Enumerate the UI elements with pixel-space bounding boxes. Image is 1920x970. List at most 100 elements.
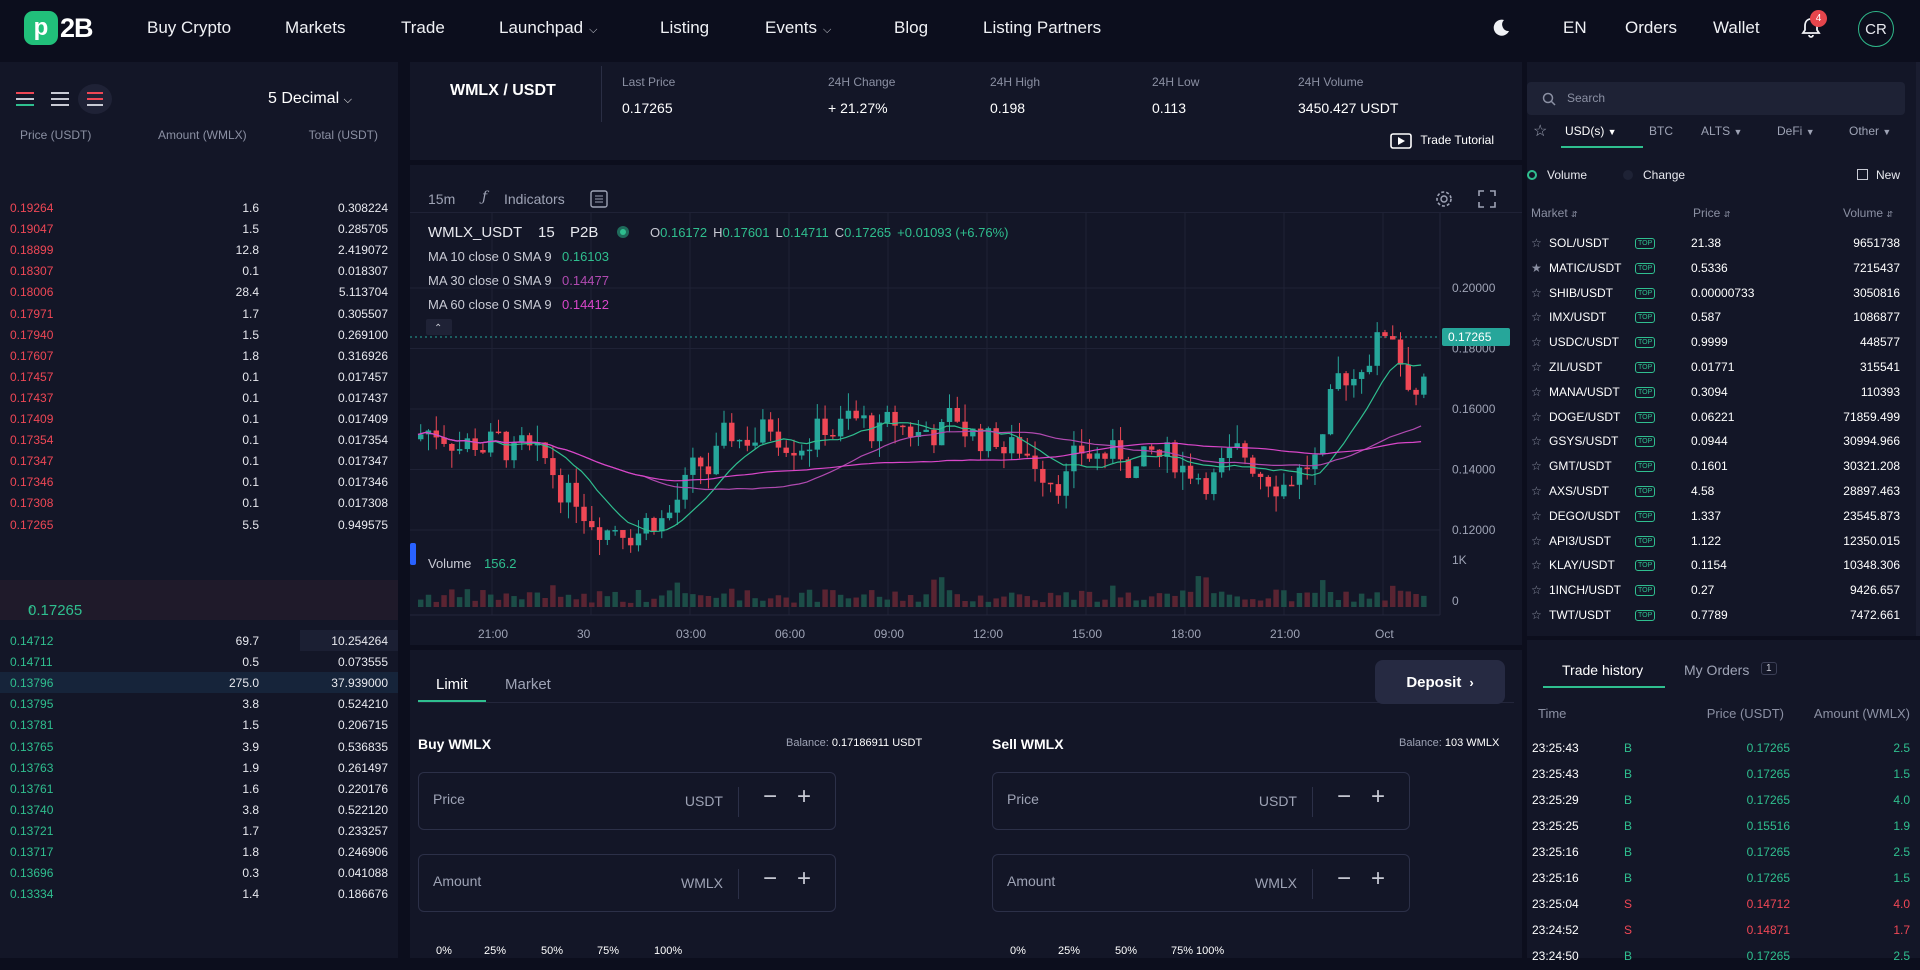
ask-row[interactable]: 0.17354 0.1 0.017354 [0, 429, 398, 450]
category-defi[interactable]: DeFi ▼ [1777, 124, 1815, 138]
ask-row[interactable]: 0.17409 0.1 0.017409 [0, 408, 398, 429]
tab-market[interactable]: Market [505, 676, 551, 693]
nav-events[interactable]: Events ⌵ [765, 18, 831, 38]
market-row[interactable]: ☆ API3/USDT TOP 1.122 12350.015 [1527, 529, 1920, 554]
bid-row[interactable]: 0.13761 1.6 0.220176 [0, 778, 398, 799]
category-alts[interactable]: ALTS ▼ [1701, 124, 1742, 138]
ask-row[interactable]: 0.18899 12.8 2.419072 [0, 239, 398, 260]
star-outline-icon[interactable]: ☆ [1531, 459, 1542, 474]
market-search-input[interactable]: Search [1527, 82, 1905, 115]
plus-icon[interactable]: + [1370, 865, 1385, 892]
bid-row[interactable]: 0.13740 3.8 0.522120 [0, 799, 398, 820]
market-row[interactable]: ☆ ZIL/USDT TOP 0.01771 315541 [1527, 355, 1920, 380]
ask-row[interactable]: 0.17265 5.5 0.949575 [0, 514, 398, 535]
market-row[interactable]: ☆ IMX/USDT TOP 0.587 1086877 [1527, 305, 1920, 330]
ask-row[interactable]: 0.19047 1.5 0.285705 [0, 218, 398, 239]
buy-pct-75[interactable]: 75% [597, 945, 620, 957]
ask-row[interactable]: 0.19264 1.6 0.308224 [0, 197, 398, 218]
star-outline-icon[interactable]: ☆ [1531, 384, 1542, 399]
star-outline-icon[interactable]: ☆ [1531, 335, 1542, 350]
sort-volume-radio[interactable]: Volume [1527, 168, 1587, 182]
star-outline-icon[interactable]: ☆ [1531, 508, 1542, 523]
plus-icon[interactable]: + [1370, 783, 1385, 810]
star-outline-icon[interactable]: ☆ [1531, 533, 1542, 548]
star-outline-icon[interactable]: ☆ [1531, 608, 1542, 622]
market-row[interactable]: ☆ TWT/USDT TOP 0.7789 7472.661 [1527, 603, 1920, 628]
buy-amount-field[interactable]: Amount WMLX − + [418, 854, 836, 912]
bid-row[interactable]: 0.13334 1.4 0.186676 [0, 883, 398, 904]
p2b-logo[interactable]: p 2B [24, 10, 100, 46]
market-row[interactable]: ☆ MANA/USDT TOP 0.3094 110393 [1527, 380, 1920, 405]
col-price[interactable]: Price ⇵ [1693, 206, 1730, 220]
orderbook-sell-view-toggle[interactable] [78, 84, 112, 114]
orderbook-list-view-icon[interactable] [51, 92, 69, 106]
minus-icon[interactable]: − [762, 783, 777, 810]
nav-trade[interactable]: Trade [401, 18, 445, 37]
tab-my-orders[interactable]: My Orders [1684, 662, 1750, 678]
market-row[interactable]: ☆ SOL/USDT TOP 21.38 9651738 [1527, 231, 1920, 256]
ask-row[interactable]: 0.18006 28.4 5.113704 [0, 281, 398, 302]
buy-price-field[interactable]: Price USDT − + [418, 772, 836, 830]
star-outline-icon[interactable]: ☆ [1531, 285, 1542, 300]
star-outline-icon[interactable]: ☆ [1531, 310, 1542, 325]
market-row[interactable]: ☆ GSYS/USDT TOP 0.0944 30994.966 [1527, 429, 1920, 454]
market-row[interactable]: ☆ KLAY/USDT TOP 0.1154 10348.306 [1527, 553, 1920, 578]
star-outline-icon[interactable]: ☆ [1531, 583, 1542, 598]
bid-row[interactable]: 0.13763 1.9 0.261497 [0, 757, 398, 778]
ask-row[interactable]: 0.17346 0.1 0.017346 [0, 471, 398, 492]
sell-pct-50[interactable]: 50% [1115, 945, 1138, 957]
ask-row[interactable]: 0.17940 1.5 0.269100 [0, 324, 398, 345]
plus-icon[interactable]: + [796, 783, 811, 810]
market-row[interactable]: ☆ SHIB/USDT TOP 0.00000733 3050816 [1527, 281, 1920, 306]
tab-trade-history[interactable]: Trade history [1562, 662, 1644, 678]
col-volume[interactable]: Volume ⇵ [1843, 206, 1893, 220]
nav-blog[interactable]: Blog [894, 18, 929, 37]
sell-price-field[interactable]: Price USDT − + [992, 772, 1410, 830]
indicators-button[interactable]: Indicators [504, 191, 565, 207]
buy-pct-25[interactable]: 25% [484, 945, 507, 957]
chart-side-handle[interactable] [410, 543, 416, 565]
buy-pct-0[interactable]: 0% [436, 945, 452, 957]
sell-pct-25[interactable]: 25% [1058, 945, 1081, 957]
minus-icon[interactable]: − [1336, 783, 1351, 810]
buy-pct-50[interactable]: 50% [541, 945, 564, 957]
dark-mode-moon-icon[interactable] [1492, 19, 1510, 37]
minus-icon[interactable]: − [762, 865, 777, 892]
nav-wallet[interactable]: Wallet [1713, 18, 1760, 37]
minus-icon[interactable]: − [1336, 865, 1351, 892]
category-other[interactable]: Other ▼ [1849, 124, 1891, 138]
nav-markets[interactable]: Markets [285, 18, 346, 37]
col-market[interactable]: Market ⇵ [1531, 206, 1578, 220]
decimal-selector[interactable]: 5 Decimal ⌵ [268, 90, 352, 108]
star-filled-icon[interactable]: ★ [1531, 260, 1542, 275]
nav-listing[interactable]: Listing [660, 18, 710, 37]
nav-listing-partners[interactable]: Listing Partners [983, 18, 1102, 37]
ask-row[interactable]: 0.17347 0.1 0.017347 [0, 450, 398, 471]
sell-pct-75[interactable]: 75% [1171, 945, 1194, 957]
new-checkbox[interactable]: New [1857, 168, 1900, 182]
buy-pct-100[interactable]: 100% [654, 945, 683, 957]
ask-row[interactable]: 0.17971 1.7 0.305507 [0, 303, 398, 324]
price-chart[interactable]: 15m ƒ Indicators 21:00 30 03:00 06:00 09:00 1… [410, 165, 1522, 645]
bid-row[interactable]: 0.13796 275.0 37.939000 [0, 672, 398, 694]
sort-change-radio[interactable]: Change [1623, 168, 1685, 182]
bid-row[interactable]: 0.14712 69.7 10.254264 [0, 630, 398, 651]
bid-row[interactable]: 0.13721 1.7 0.233257 [0, 820, 398, 841]
market-row[interactable]: ☆ DEGO/USDT TOP 1.337 23545.873 [1527, 504, 1920, 529]
gear-icon[interactable] [1434, 189, 1454, 209]
ask-row[interactable]: 0.17607 1.8 0.316926 [0, 345, 398, 366]
deposit-button[interactable]: Deposit › [1375, 660, 1505, 704]
candlestick-chart[interactable]: 21:00 30 03:00 06:00 09:00 12:00 15:00 18:00 21:… [410, 213, 1522, 645]
bid-row[interactable]: 0.13795 3.8 0.524210 [0, 693, 398, 714]
star-outline-icon[interactable]: ☆ [1531, 360, 1542, 374]
market-row[interactable]: ☆ USDC/USDT TOP 0.9999 448577 [1527, 330, 1920, 355]
bid-row[interactable]: 0.13717 1.8 0.246906 [0, 841, 398, 862]
star-outline-icon[interactable]: ☆ [1531, 409, 1542, 424]
trade-tutorial-link[interactable]: Trade Tutorial [1390, 133, 1494, 149]
nav-buy-crypto[interactable]: Buy Crypto [147, 18, 232, 37]
market-row[interactable]: ☆ DOGE/USDT TOP 0.06221 71859.499 [1527, 405, 1920, 430]
user-avatar[interactable]: CR [1858, 11, 1894, 47]
language-selector[interactable]: EN [1563, 18, 1587, 37]
star-outline-icon[interactable]: ☆ [1533, 123, 1548, 140]
category-btc[interactable]: BTC [1649, 124, 1673, 138]
